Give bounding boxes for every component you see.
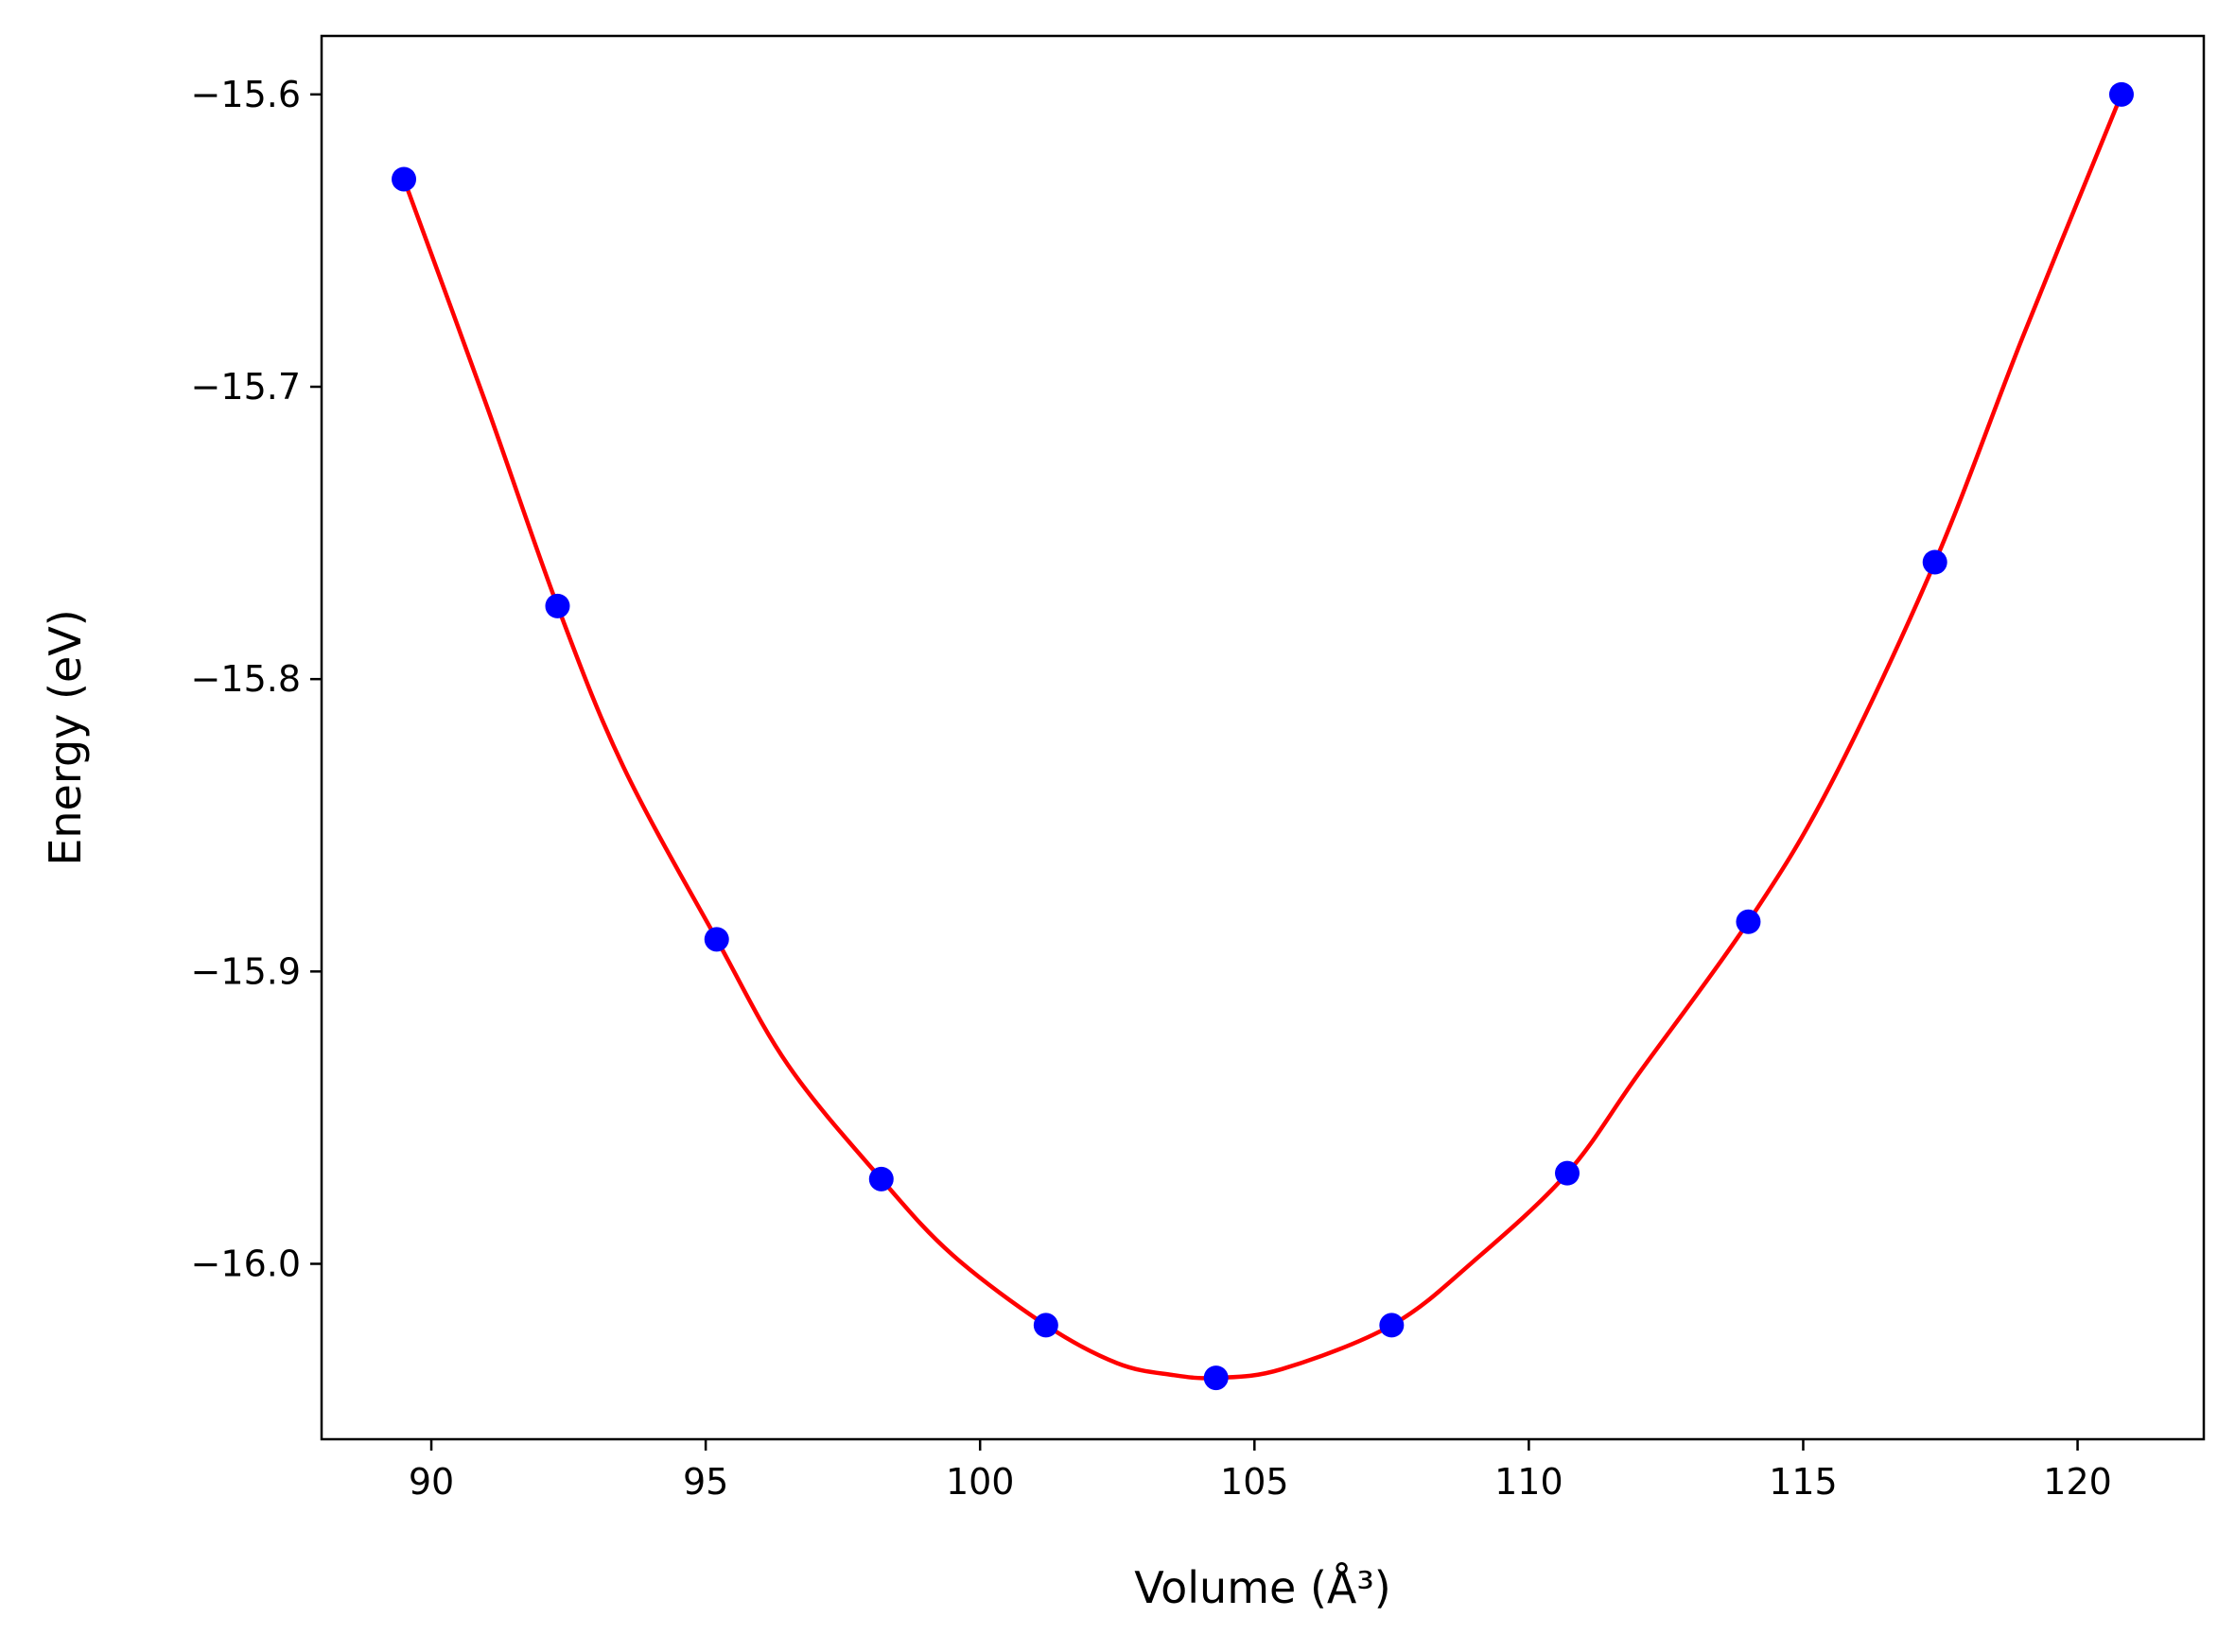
x-tick-label: 100 [946,1461,1015,1503]
data-point [545,593,570,618]
x-axis-label: Volume (Å³) [1134,1562,1391,1613]
data-point [704,927,729,952]
data-points [392,81,2134,1391]
x-tick-label: 90 [409,1461,454,1503]
data-point [392,166,417,192]
axis-ticks: 90 95 100 105 110 115 120 −15.6 −15.7 −15.8 −15.9 −… [191,74,2112,1503]
data-point [868,1166,894,1191]
data-point [2108,81,2134,107]
data-point [1203,1365,1229,1391]
plot-area [320,34,2206,1441]
x-tick-label: 110 [1494,1461,1563,1503]
x-tick-label: 105 [1220,1461,1289,1503]
y-axis-label: Energy (eV) [40,609,91,865]
data-point [1736,909,1761,934]
data-point [1922,549,1947,575]
data-point [1379,1313,1405,1338]
y-tick-label: −15.6 [191,74,301,115]
y-tick-label: −15.8 [191,658,301,700]
data-point [1554,1160,1580,1186]
x-tick-label: 120 [2043,1461,2112,1503]
x-tick-label: 115 [1769,1461,1838,1503]
y-tick-label: −15.7 [191,366,301,408]
y-tick-label: −15.9 [191,950,301,992]
data-point [1033,1313,1058,1338]
y-tick-label: −16.0 [191,1243,301,1285]
x-tick-label: 95 [683,1461,728,1503]
